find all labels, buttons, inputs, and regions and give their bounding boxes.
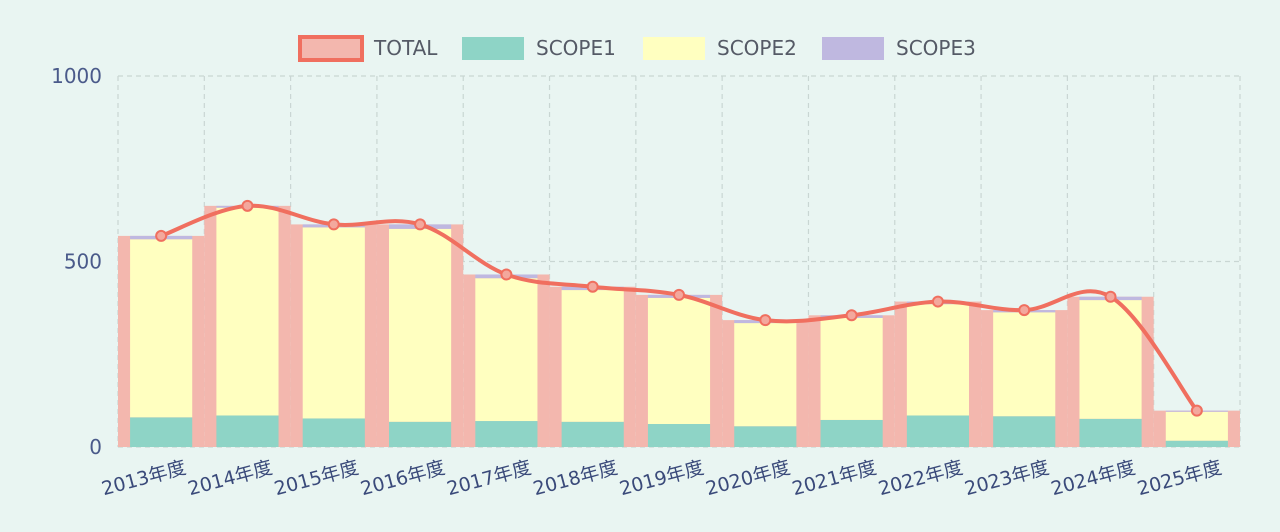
legend-item-scope1[interactable]: SCOPE1 — [462, 36, 616, 60]
bar-scope2 — [1079, 300, 1142, 419]
x-tick-label: 2023年度 — [962, 457, 1051, 501]
y-tick-label: 0 — [89, 435, 102, 459]
total-point — [500, 268, 513, 281]
y-tick-label: 1000 — [51, 64, 102, 88]
legend-swatch — [822, 37, 884, 60]
bar-scope2 — [820, 317, 883, 420]
legend-item-scope2[interactable]: SCOPE2 — [643, 36, 797, 60]
total-point — [845, 309, 858, 322]
x-tick-label: 2025年度 — [1135, 457, 1224, 501]
total-line — [155, 199, 1203, 417]
bar-scope2 — [475, 278, 538, 422]
total-point — [931, 295, 944, 308]
total-point — [1190, 404, 1203, 417]
bar-scope1 — [734, 426, 797, 447]
bar-scope1 — [993, 416, 1056, 447]
x-tick-label: 2024年度 — [1049, 457, 1138, 501]
legend-swatch — [643, 37, 705, 60]
bar-scope1 — [647, 423, 711, 447]
bar-scope1 — [820, 419, 883, 447]
bar-scope1 — [302, 418, 365, 447]
legend-swatch — [462, 37, 524, 60]
x-tick-label: 2018年度 — [531, 457, 620, 501]
bar-scope1 — [561, 421, 624, 447]
bar-scope2 — [389, 228, 452, 422]
total-point — [327, 218, 340, 231]
bar-scope2 — [734, 323, 797, 427]
x-tick-label: 2013年度 — [99, 457, 188, 501]
bar-scope1 — [906, 415, 969, 447]
x-tick-label: 2022年度 — [876, 457, 965, 501]
x-tick-label: 2014年度 — [186, 457, 275, 501]
bar-scope2 — [130, 239, 193, 418]
x-tick-label: 2019年度 — [617, 457, 706, 501]
bar-scope2 — [302, 227, 365, 419]
total-point — [673, 288, 685, 301]
bar-scope2 — [647, 297, 711, 424]
bar-scope1 — [389, 421, 452, 447]
legend[interactable]: TOTAL SCOPE1 SCOPE2 SCOPE3 — [298, 35, 976, 62]
bar-scope1 — [475, 421, 538, 447]
legend-label: SCOPE3 — [896, 36, 976, 60]
bar-scope2 — [216, 207, 279, 416]
bar-scope2 — [561, 290, 624, 422]
legend-item-scope3[interactable]: SCOPE3 — [822, 36, 976, 60]
total-point — [414, 218, 427, 231]
total-point — [1104, 290, 1117, 303]
legend-label: SCOPE1 — [536, 36, 616, 60]
legend-item-total[interactable]: TOTAL — [298, 35, 438, 62]
bar-scope1 — [1079, 418, 1142, 447]
legend-label: SCOPE2 — [717, 36, 797, 60]
bar-scope2 — [906, 304, 969, 416]
y-tick-label: 500 — [64, 250, 102, 274]
legend-label: TOTAL — [373, 36, 438, 60]
x-tick-label: 2016年度 — [358, 457, 447, 501]
x-tick-label: 2021年度 — [790, 457, 879, 501]
total-point — [155, 229, 168, 242]
legend-swatch — [298, 35, 364, 62]
total-point — [759, 314, 772, 327]
x-tick-label: 2020年度 — [703, 457, 792, 501]
total-point — [586, 280, 599, 293]
bar-scope2 — [993, 312, 1056, 417]
total-point — [241, 199, 254, 212]
x-tick-label: 2017年度 — [445, 457, 534, 501]
bar-scope1 — [1165, 440, 1228, 447]
x-tick-label: 2015年度 — [272, 457, 361, 501]
bar-scope1 — [216, 415, 279, 447]
total-point — [1018, 304, 1031, 317]
bar-scope1 — [130, 417, 193, 447]
